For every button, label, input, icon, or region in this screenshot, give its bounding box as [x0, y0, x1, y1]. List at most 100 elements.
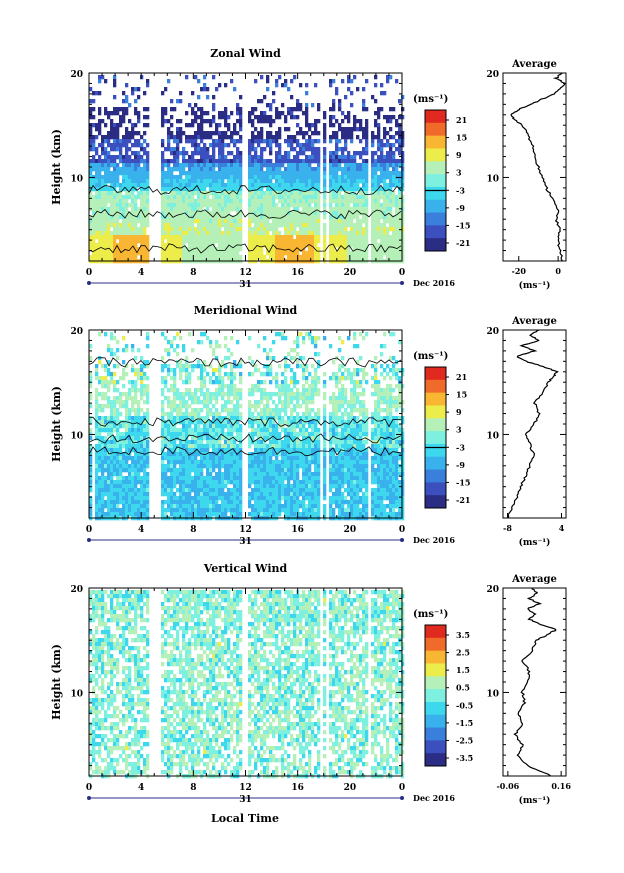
heatmap-cell [212, 131, 216, 136]
heatmap-cell [230, 488, 234, 493]
heatmap-cell [362, 135, 366, 140]
heatmap-cell [95, 163, 99, 168]
heatmap-cell [350, 135, 354, 140]
heatmap-cell [284, 127, 288, 132]
heatmap-cell [278, 171, 282, 176]
heatmap-cell [209, 452, 213, 457]
heatmap-cell [176, 496, 180, 501]
heatmap-cell [221, 404, 225, 409]
heatmap-cell [236, 472, 240, 477]
heatmap-cell [212, 235, 216, 240]
heatmap-cell [203, 460, 207, 465]
heatmap-cell [134, 392, 138, 397]
heatmap-cell [284, 223, 288, 228]
heatmap-cell [167, 79, 171, 84]
heatmap-cell [116, 167, 120, 172]
heatmap-cell [161, 404, 165, 409]
heatmap-cell [335, 171, 339, 176]
heatmap-cell [140, 231, 144, 236]
heatmap-cell [194, 203, 198, 208]
heatmap-cell [380, 159, 384, 164]
heatmap-cell [170, 428, 174, 433]
heatmap-cell [131, 444, 135, 449]
heatmap-cell [122, 239, 126, 244]
heatmap-cell [116, 107, 120, 112]
heatmap-cell [287, 163, 291, 168]
x-tick-label: 12 [239, 268, 252, 278]
heatmap-cell [317, 183, 321, 188]
heatmap-cell [203, 151, 207, 156]
heatmap-cell [110, 231, 114, 236]
heatmap-cell [179, 223, 183, 228]
heatmap-cell [317, 239, 321, 244]
heatmap-cell [143, 392, 147, 397]
heatmap-cell [122, 91, 126, 96]
heatmap-cell [206, 207, 210, 212]
heatmap-cell [101, 420, 105, 425]
heatmap-cell [200, 444, 204, 449]
heatmap-cell [215, 368, 219, 373]
heatmap-cell [323, 215, 327, 220]
heatmap-cell [176, 388, 180, 393]
heatmap-cell [194, 175, 198, 180]
heatmap-cell [401, 215, 405, 220]
heatmap-cell [203, 392, 207, 397]
heatmap-cell [302, 143, 306, 148]
heatmap-cell [380, 91, 384, 96]
heatmap-cell [227, 239, 231, 244]
heatmap-cell [179, 360, 183, 365]
heatmap-cell [221, 488, 225, 493]
heatmap-cell [302, 187, 306, 192]
heatmap-cell [260, 99, 264, 104]
heatmap-cell [188, 468, 192, 473]
heatmap-cell [197, 195, 201, 200]
heatmap-cell [221, 235, 225, 240]
heatmap-cell [110, 492, 114, 497]
heatmap-cell [377, 243, 381, 248]
heatmap-cell [98, 171, 102, 176]
heatmap-cell [101, 492, 105, 497]
heatmap-cell [398, 215, 402, 220]
heatmap-cell [392, 227, 396, 232]
heatmap-cell [284, 243, 288, 248]
heatmap-cell [236, 432, 240, 437]
heatmap-cell [161, 480, 165, 485]
heatmap-cell [128, 468, 132, 473]
heatmap-cell [323, 167, 327, 172]
heatmap-cell [281, 191, 285, 196]
heatmap-cell [335, 211, 339, 216]
heatmap-cell [254, 79, 258, 84]
heatmap-cell [353, 163, 357, 168]
heatmap-cell [104, 468, 108, 473]
heatmap-cell [176, 476, 180, 481]
heatmap-cell [191, 251, 195, 256]
heatmap-cell [209, 460, 213, 465]
heatmap-cell [140, 432, 144, 437]
heatmap-cell [350, 195, 354, 200]
heatmap-cell [224, 163, 228, 168]
heatmap-cell [236, 247, 240, 252]
heatmap-cell [194, 464, 198, 469]
heatmap-cell [347, 135, 351, 140]
heatmap-cell [107, 243, 111, 248]
heatmap-cell [194, 420, 198, 425]
heatmap-cell [122, 440, 126, 445]
heatmap-cell [206, 223, 210, 228]
heatmap-cell [188, 388, 192, 393]
heatmap-cell [263, 163, 267, 168]
heatmap-cell [260, 119, 264, 124]
heatmap-cell [278, 131, 282, 136]
heatmap-cell [281, 163, 285, 168]
heatmap-cell [239, 223, 243, 228]
heatmap-cell [173, 408, 177, 413]
heatmap-cell [329, 203, 333, 208]
heatmap-cell [197, 512, 201, 517]
heatmap-cell [308, 127, 312, 132]
heatmap-cell [230, 243, 234, 248]
heatmap-cell [89, 416, 93, 421]
heatmap-cell [110, 195, 114, 200]
heatmap-cell [89, 227, 93, 232]
heatmap-cell [341, 227, 345, 232]
heatmap-cell [239, 504, 243, 509]
heatmap-cell [170, 171, 174, 176]
